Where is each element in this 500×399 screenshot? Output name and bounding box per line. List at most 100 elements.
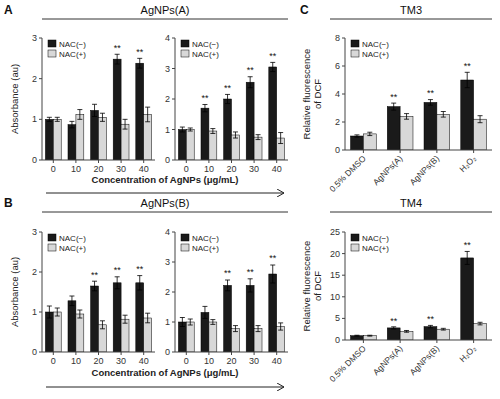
y-tick xyxy=(342,150,345,151)
y-tick-label: 25 xyxy=(330,227,340,237)
legend-swatch xyxy=(181,50,189,57)
y-tick-label: 1 xyxy=(32,114,37,124)
legend-swatch xyxy=(351,244,359,251)
error-bar xyxy=(188,319,193,325)
annotation: ** xyxy=(224,268,232,278)
bar xyxy=(224,99,232,160)
annotation: ** xyxy=(224,83,232,93)
error-bar xyxy=(137,276,142,290)
bar xyxy=(113,283,121,352)
legend-label: NAC(−) xyxy=(59,234,86,243)
error-bar xyxy=(77,310,82,318)
y-tick-label: 0 xyxy=(165,347,170,357)
x-tick xyxy=(231,352,232,355)
error-bar xyxy=(278,133,283,144)
plot-area xyxy=(178,265,284,352)
y-label-line: Relative fluorescence xyxy=(301,241,312,332)
title: AgNPs(A) xyxy=(141,4,190,16)
bar xyxy=(387,328,400,340)
error-bar xyxy=(441,112,446,118)
error-bar xyxy=(248,279,253,292)
y-tick xyxy=(39,119,42,120)
bar xyxy=(121,124,129,160)
x-tick-label: 0.5% DMSO xyxy=(327,343,368,384)
bar xyxy=(178,130,186,161)
error-bar xyxy=(92,104,97,116)
legend: NAC(−)NAC(+) xyxy=(351,40,389,59)
legend-swatch xyxy=(181,244,189,251)
y-tick-label: 0 xyxy=(32,347,37,357)
legend-label: NAC(+) xyxy=(59,50,86,59)
error-bar xyxy=(256,135,261,140)
y-tick-label: 20 xyxy=(330,249,340,259)
y-tick-label: 0 xyxy=(32,155,37,165)
y-tick-label: 4 xyxy=(165,33,170,43)
bar xyxy=(113,59,121,160)
y-tick xyxy=(342,38,345,39)
y-label: Absorbance (au) xyxy=(9,64,20,134)
x-tick-label: 40 xyxy=(139,164,149,174)
panel: ******01234010203040NAC(−)NAC(+) xyxy=(165,227,288,366)
y-axis-line xyxy=(345,232,346,340)
legend: NAC(−)NAC(+) xyxy=(181,234,219,253)
y-tick xyxy=(39,232,42,233)
bar xyxy=(68,125,76,160)
legend-label: NAC(+) xyxy=(59,244,86,253)
y-tick xyxy=(172,129,175,130)
x-tick-label: 40 xyxy=(272,164,282,174)
y-tick-label: 1 xyxy=(165,317,170,327)
annotation: ** xyxy=(390,92,398,102)
x-axis-line xyxy=(345,150,492,151)
error-bar xyxy=(115,54,120,64)
error-bar xyxy=(100,113,105,121)
y-label: Relative fluorescenceof DCF xyxy=(301,49,323,140)
plot-area xyxy=(178,62,284,160)
error-bar xyxy=(478,322,483,325)
x-tick xyxy=(473,150,474,153)
x-tick-label: 20 xyxy=(226,356,236,366)
x-tick xyxy=(186,160,187,163)
annotation: ** xyxy=(269,51,277,61)
y-tick xyxy=(342,94,345,95)
bar xyxy=(209,322,217,352)
error-bar xyxy=(180,127,185,132)
error-bar xyxy=(233,132,238,138)
legend-swatch xyxy=(351,40,359,47)
x-tick xyxy=(143,352,144,355)
x-axis-line xyxy=(345,340,492,341)
y-tick-label: 2 xyxy=(335,117,340,127)
legend: NAC(−)NAC(+) xyxy=(48,40,86,59)
x-tick-label: H₂O₂ xyxy=(457,343,478,364)
x-tick xyxy=(121,352,122,355)
error-bar xyxy=(354,335,359,337)
legend-swatch xyxy=(351,50,359,57)
bar xyxy=(76,314,84,352)
x-arrow xyxy=(46,387,284,388)
bar xyxy=(400,116,413,150)
y-tick-label: 2 xyxy=(32,74,37,84)
error-bar xyxy=(367,335,372,337)
error-bar xyxy=(478,116,483,123)
y-tick-label: 4 xyxy=(335,89,340,99)
legend: NAC(−)NAC(+) xyxy=(181,40,219,59)
y-tick xyxy=(39,38,42,39)
x-tick xyxy=(98,352,99,355)
y-tick xyxy=(342,296,345,297)
panel-label: B xyxy=(4,196,13,210)
y-label: Absorbance (au) xyxy=(9,257,20,327)
legend-label: NAC(+) xyxy=(362,244,389,253)
y-tick-label: 1 xyxy=(165,125,170,135)
panel: BAgNPs(B)******0123010203040Absorbance (… xyxy=(4,196,288,387)
x-arrow xyxy=(46,193,284,194)
panel: AAgNPs(A)****0123010203040Absorbance (au… xyxy=(4,3,288,193)
x-tick xyxy=(208,160,209,163)
x-tick-label: 20 xyxy=(226,164,236,174)
error-bar xyxy=(115,277,120,289)
title-underline xyxy=(42,212,288,213)
x-tick-label: 10 xyxy=(204,164,214,174)
panel: TM4******05101520250.5% DMSOAgNPs(A)AgNP… xyxy=(301,197,492,384)
bar xyxy=(269,274,277,352)
y-tick-label: 0 xyxy=(165,155,170,165)
x-tick-label: 0 xyxy=(51,164,56,174)
x-tick xyxy=(143,160,144,163)
